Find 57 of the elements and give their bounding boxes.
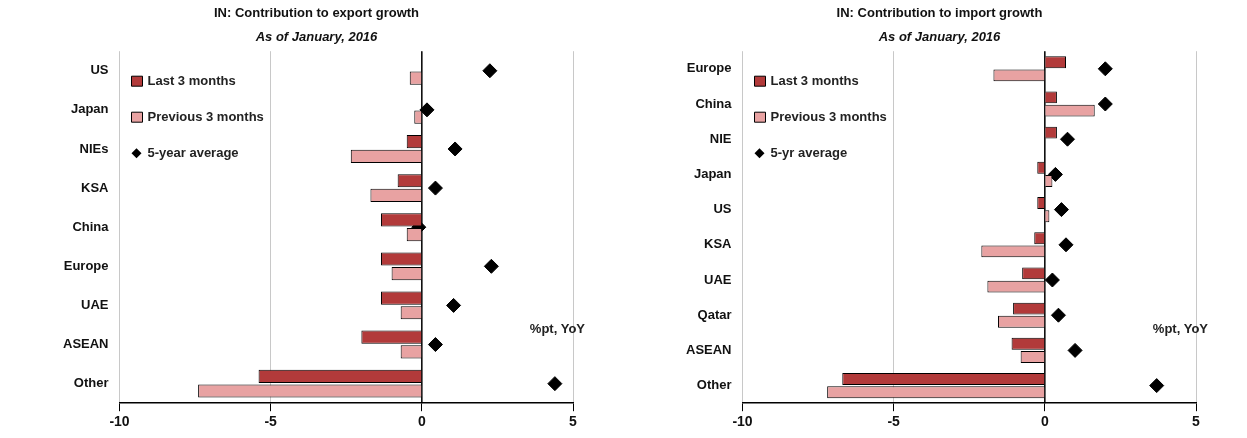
point xyxy=(447,141,463,157)
legend-label: 5-yr average xyxy=(770,144,848,160)
y-tick-label: ASEAN xyxy=(685,341,732,357)
y-tick-label: Europe xyxy=(63,257,109,273)
annotation: %pt, YoY xyxy=(529,321,586,337)
x-tick-label: 5 xyxy=(569,413,578,430)
point xyxy=(1060,131,1076,147)
legend-label: Previous 3 months xyxy=(770,108,887,124)
point xyxy=(1149,378,1165,394)
point xyxy=(1047,166,1063,182)
y-tick-label: US xyxy=(713,201,732,217)
x-tick-label: -5 xyxy=(887,413,901,430)
y-tick-label: UAE xyxy=(704,271,732,287)
x-tick-label: -5 xyxy=(264,413,278,430)
annotation: %pt, YoY xyxy=(1152,321,1209,337)
point xyxy=(446,297,462,313)
y-tick-label: ASEAN xyxy=(62,336,109,352)
y-tick-label: Japan xyxy=(693,165,732,181)
point xyxy=(427,337,443,353)
legend-label: Last 3 months xyxy=(147,72,236,88)
y-tick-label: NIEs xyxy=(79,140,109,156)
chart-title: IN: Contribution to import growth xyxy=(836,5,1043,21)
point xyxy=(483,258,499,274)
point xyxy=(427,180,443,196)
y-tick-label: Europe xyxy=(686,60,732,76)
point xyxy=(1050,307,1066,323)
x-tick-label: 5 xyxy=(1192,413,1201,430)
legend-label: 5-year average xyxy=(147,144,239,160)
chart-subtitle: As of January, 2016 xyxy=(877,28,1002,44)
point xyxy=(1097,61,1113,77)
chart-title: IN: Contribution to export growth xyxy=(213,5,420,21)
point xyxy=(547,376,563,392)
point xyxy=(482,63,498,79)
chart-subtitle: As of January, 2016 xyxy=(254,28,379,44)
y-tick-label: Qatar xyxy=(697,306,732,322)
y-tick-label: NIE xyxy=(709,130,732,146)
point xyxy=(1067,342,1083,358)
x-tick-label: -10 xyxy=(109,413,130,430)
y-tick-label: China xyxy=(695,95,733,111)
point xyxy=(1058,237,1074,253)
point xyxy=(419,102,435,118)
y-tick-label: KSA xyxy=(704,236,733,252)
y-tick-label: Other xyxy=(696,377,732,393)
legend-label: Last 3 months xyxy=(770,72,859,88)
y-tick-label: US xyxy=(90,62,109,78)
x-tick-label: 0 xyxy=(417,413,426,430)
point xyxy=(1053,202,1069,218)
y-tick-label: KSA xyxy=(81,179,110,195)
y-tick-label: China xyxy=(72,218,110,234)
legend-label: Previous 3 months xyxy=(147,108,264,124)
y-tick-label: Other xyxy=(73,375,109,391)
x-tick-label: -10 xyxy=(732,413,753,430)
x-tick-label: 0 xyxy=(1040,413,1049,430)
y-tick-label: UAE xyxy=(81,297,109,312)
point xyxy=(1097,96,1113,112)
point xyxy=(1044,272,1060,288)
y-tick-label: Japan xyxy=(70,101,109,117)
